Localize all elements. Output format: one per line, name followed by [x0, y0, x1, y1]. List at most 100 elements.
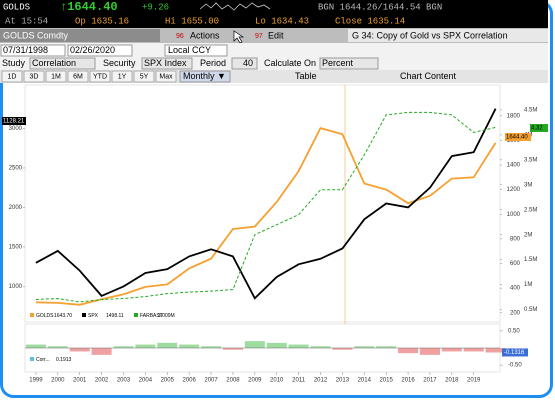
legend-value: 3.009M: [158, 313, 175, 319]
cursor-label: 1128.21: [3, 119, 25, 125]
legend-swatch: [30, 357, 34, 361]
legend-swatch: [82, 313, 86, 317]
end-date: 02/26/2020: [70, 45, 115, 55]
range-button[interactable]: [133, 70, 155, 83]
range-label: Max: [159, 73, 173, 80]
charts: 1000 1500 2000 2500 3000 200 400 600 800 1000 1200…: [2, 108, 548, 384]
sparkline: [199, 2, 271, 11]
x-tick-label: 2007: [204, 378, 218, 384]
x-tick-label: 2006: [182, 378, 196, 384]
range-button[interactable]: [155, 70, 177, 83]
security-label: Security: [103, 58, 136, 68]
period: 40: [243, 58, 253, 68]
y2-tick-label: 200: [510, 310, 521, 316]
series-line: [35, 111, 496, 303]
security-box[interactable]: [141, 57, 193, 70]
y3-tick-label: 3.5M: [524, 157, 537, 163]
close: Close 1635.14: [335, 16, 405, 26]
corr-bar: [354, 346, 375, 348]
corr-bar: [91, 348, 112, 355]
corr-bar: [310, 346, 331, 348]
range-label: 1Y: [118, 73, 127, 80]
y-tick-label: -0.50: [508, 363, 522, 369]
range-label: 5Y: [140, 73, 149, 80]
end-box[interactable]: [67, 44, 133, 57]
x-tick-label: 2009: [248, 378, 262, 384]
x-tick-label: 2005: [161, 378, 175, 384]
range-label: 1M: [51, 73, 61, 80]
calculate-label: Calculate On: [264, 58, 316, 68]
page-title: G 34: Copy of Gold vs SPX Correlation: [352, 30, 508, 40]
legend-name: Corr...: [36, 357, 50, 363]
x-tick-label: 2018: [445, 378, 459, 384]
x-tick-label: 2000: [51, 378, 65, 384]
x-tick-label: 2008: [226, 378, 240, 384]
open: Op 1635.16: [75, 16, 129, 26]
corr-bar: [419, 348, 440, 355]
y-tick-label: 2500: [9, 166, 23, 172]
cursor: [233, 30, 245, 44]
quote-bar: [0, 14, 548, 28]
frequency-box[interactable]: [179, 70, 231, 83]
calculate-box[interactable]: [319, 57, 379, 70]
corr-bar: [179, 344, 200, 348]
x-tick-label: 2015: [379, 378, 393, 384]
security-name: GOLDS Comdty: [3, 30, 69, 40]
x-tick-label: 2012: [314, 378, 328, 384]
corr-bar: [441, 348, 462, 352]
period-box[interactable]: [231, 57, 258, 70]
last-label: -0.1316: [504, 350, 525, 356]
legend-name: FARBAST: [140, 313, 163, 319]
period-label: Period: [200, 58, 226, 68]
range-button[interactable]: [23, 70, 45, 83]
range-button[interactable]: [67, 70, 89, 83]
corr-bar: [47, 346, 68, 348]
quote: BGN 1644.26/1644.54 BGN: [318, 2, 442, 12]
y-tick-label: 1000: [9, 284, 23, 290]
currency-box[interactable]: [164, 44, 228, 57]
y3-tick-label: 1M: [524, 282, 532, 288]
study-box[interactable]: [29, 57, 96, 70]
corr-bar: [398, 348, 419, 354]
y3-tick-label: 1.5M: [524, 257, 537, 263]
start-box[interactable]: [0, 44, 66, 57]
y-tick-label: 0.50: [508, 328, 520, 334]
x-tick-label: 2002: [95, 378, 109, 384]
range-button[interactable]: [45, 70, 67, 83]
y3-tick-label: 0.5M: [524, 307, 537, 313]
edit-menu[interactable]: Edit: [268, 30, 284, 40]
x-tick-label: 2001: [73, 378, 87, 384]
corr-bar: [463, 348, 484, 352]
actions-menu[interactable]: Actions: [190, 30, 220, 40]
study: Correlation: [32, 58, 76, 68]
x-tick-label: 2003: [117, 378, 131, 384]
range-button[interactable]: [111, 70, 133, 83]
corr-bar: [288, 344, 309, 348]
corr-bar: [485, 348, 506, 353]
y3-tick-label: 2M: [524, 232, 532, 238]
range-button[interactable]: [1, 70, 23, 83]
legend-swatch: [134, 313, 138, 317]
calculate: Percent: [322, 58, 354, 68]
corr-bar: [376, 346, 397, 348]
last-tag: [530, 124, 548, 132]
cursor-tag: [2, 117, 26, 125]
legend-name: SPX: [88, 313, 99, 319]
time: At 15:54: [5, 16, 48, 26]
range-bar: [0, 43, 548, 57]
x-tick-label: 2016: [401, 378, 415, 384]
x-tick-label: 2013: [336, 378, 350, 384]
range-label: 6M: [73, 73, 83, 80]
chart-content-button[interactable]: Chart Content: [400, 71, 457, 81]
range-button[interactable]: [89, 70, 111, 83]
y2-tick-label: 400: [510, 286, 521, 292]
series-line: [35, 127, 497, 306]
y2-tick-label: 1200: [507, 187, 521, 193]
corr-bar: [157, 342, 178, 348]
x-tick-label: 1999: [29, 378, 43, 384]
table-button[interactable]: Table: [295, 71, 317, 81]
high: Hi 1655.00: [165, 16, 219, 26]
legend-value: 1498.11: [106, 313, 124, 319]
y2-tick-label: 1800: [507, 113, 521, 119]
